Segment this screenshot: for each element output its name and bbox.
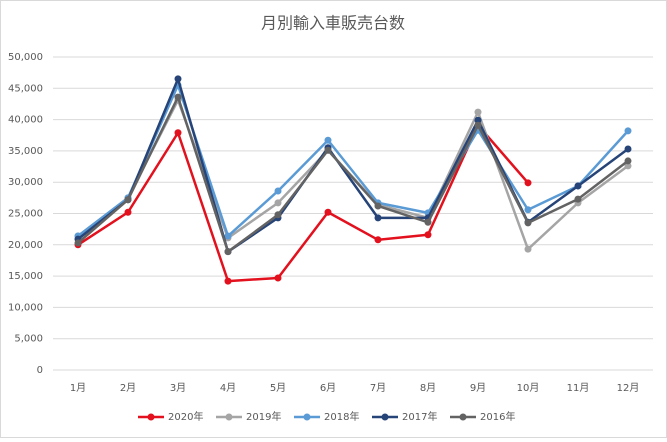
x-tick-label: 5月 (270, 382, 286, 394)
data-point (274, 211, 282, 219)
data-point (524, 206, 532, 214)
data-point (324, 146, 332, 154)
y-tick-label: 15,000 (8, 271, 43, 282)
data-point (124, 208, 132, 216)
series-line (77, 123, 529, 283)
data-point (324, 208, 332, 216)
y-tick-label: 50,000 (8, 52, 43, 63)
data-point (624, 162, 632, 170)
data-point (624, 157, 632, 165)
data-point (124, 196, 132, 204)
y-tick-label: 25,000 (8, 209, 43, 220)
legend-marker (459, 413, 467, 421)
data-point (374, 236, 382, 244)
data-point (224, 277, 232, 285)
data-point (424, 218, 432, 226)
data-point (274, 187, 282, 195)
x-tick-label: 7月 (370, 382, 386, 394)
data-point (524, 219, 532, 227)
x-tick-label: 3月 (170, 382, 186, 394)
data-point (174, 75, 182, 83)
y-tick-label: 10,000 (8, 302, 43, 313)
data-point (474, 116, 482, 124)
data-point (624, 145, 632, 153)
y-tick-label: 20,000 (8, 240, 43, 251)
legend-label: 2019年 (246, 410, 281, 423)
data-point (374, 214, 382, 222)
y-tick-label: 30,000 (8, 177, 43, 188)
series-line (77, 83, 629, 238)
data-point (174, 93, 182, 101)
series-line (77, 95, 629, 253)
data-point (74, 239, 82, 247)
x-tick-label: 12月 (617, 382, 640, 394)
data-point (474, 121, 482, 129)
legend-label: 2017年 (402, 410, 437, 423)
legend-marker (147, 413, 155, 421)
data-point (324, 136, 332, 144)
data-point (224, 232, 232, 240)
data-point (224, 248, 232, 256)
legend-marker (303, 413, 311, 421)
x-tick-label: 8月 (420, 382, 436, 394)
data-point (174, 129, 182, 137)
legend-label: 2020年 (168, 410, 203, 423)
chart-title: 月別輸入車販売台数 (261, 14, 405, 33)
data-point (574, 195, 582, 203)
y-tick-label: 40,000 (8, 115, 43, 126)
data-point (574, 182, 582, 190)
data-point (274, 199, 282, 207)
legend-label: 2016年 (480, 410, 515, 423)
data-point (374, 202, 382, 210)
legend-label: 2018年 (324, 410, 359, 423)
x-tick-label: 6月 (320, 382, 336, 394)
data-point (524, 179, 532, 187)
data-point (274, 274, 282, 282)
data-point (424, 231, 432, 239)
data-point (524, 245, 532, 253)
x-tick-label: 4月 (220, 382, 236, 394)
legend-marker (225, 413, 233, 421)
x-tick-label: 10月 (517, 382, 540, 394)
x-tick-label: 9月 (470, 382, 486, 394)
x-tick-label: 11月 (567, 382, 590, 394)
y-tick-label: 5,000 (14, 334, 43, 345)
data-point (624, 127, 632, 135)
data-point (474, 108, 482, 116)
y-tick-label: 45,000 (8, 83, 43, 94)
x-tick-label: 2月 (120, 382, 136, 394)
legend-marker (381, 413, 389, 421)
y-tick-label: 35,000 (8, 146, 43, 157)
series-line (77, 77, 629, 253)
x-tick-label: 1月 (70, 382, 86, 394)
y-tick-label: 0 (37, 365, 43, 376)
